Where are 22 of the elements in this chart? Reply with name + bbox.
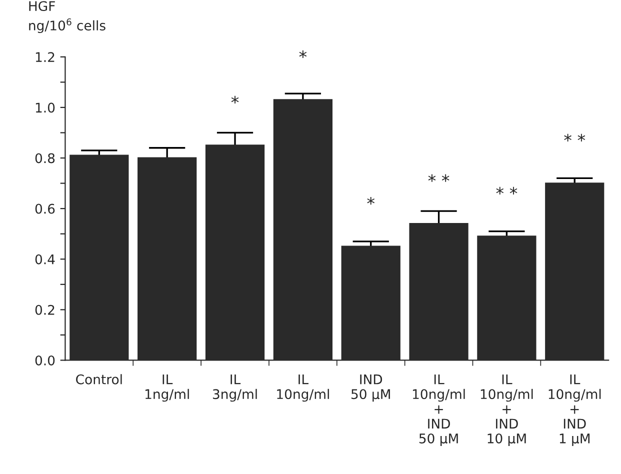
- annotation: *: [231, 96, 239, 104]
- y-tick-label: 0.8: [35, 153, 55, 164]
- y-tick-label: 0.4: [35, 254, 55, 264]
- x-tick-label: IND 50 μM: [351, 374, 390, 402]
- x-tick-label: IL 10ng/ml: [277, 374, 329, 402]
- x-tick-label: IL 1ng/ml: [145, 374, 189, 402]
- annotation: *: [367, 197, 375, 205]
- x-tick-label: IL 3ng/ml: [212, 374, 257, 402]
- y-axis-title: HGF ng/10$^{6}$ cells: [29, 1, 106, 34]
- y-tick-label: 0.0: [35, 355, 55, 366]
- x-tick-label: IL 10ng/ml + IND 50 μM: [412, 374, 465, 446]
- annotation: * *: [564, 134, 586, 142]
- annotation: *: [299, 50, 307, 58]
- y-tick-label: 1.0: [36, 102, 55, 113]
- x-tick-label: IL 10ng/ml + IND 1 μM: [548, 374, 601, 446]
- y-tick-label: 1.2: [36, 52, 54, 62]
- y-tick-label: 0.6: [35, 204, 55, 214]
- annotation: * *: [428, 174, 450, 182]
- annotation: * *: [496, 186, 518, 195]
- x-tick-label: IL 10ng/ml + IND 10 μM: [480, 374, 533, 446]
- x-tick-label: Control: [76, 374, 122, 384]
- y-tick-label: 0.2: [35, 304, 54, 315]
